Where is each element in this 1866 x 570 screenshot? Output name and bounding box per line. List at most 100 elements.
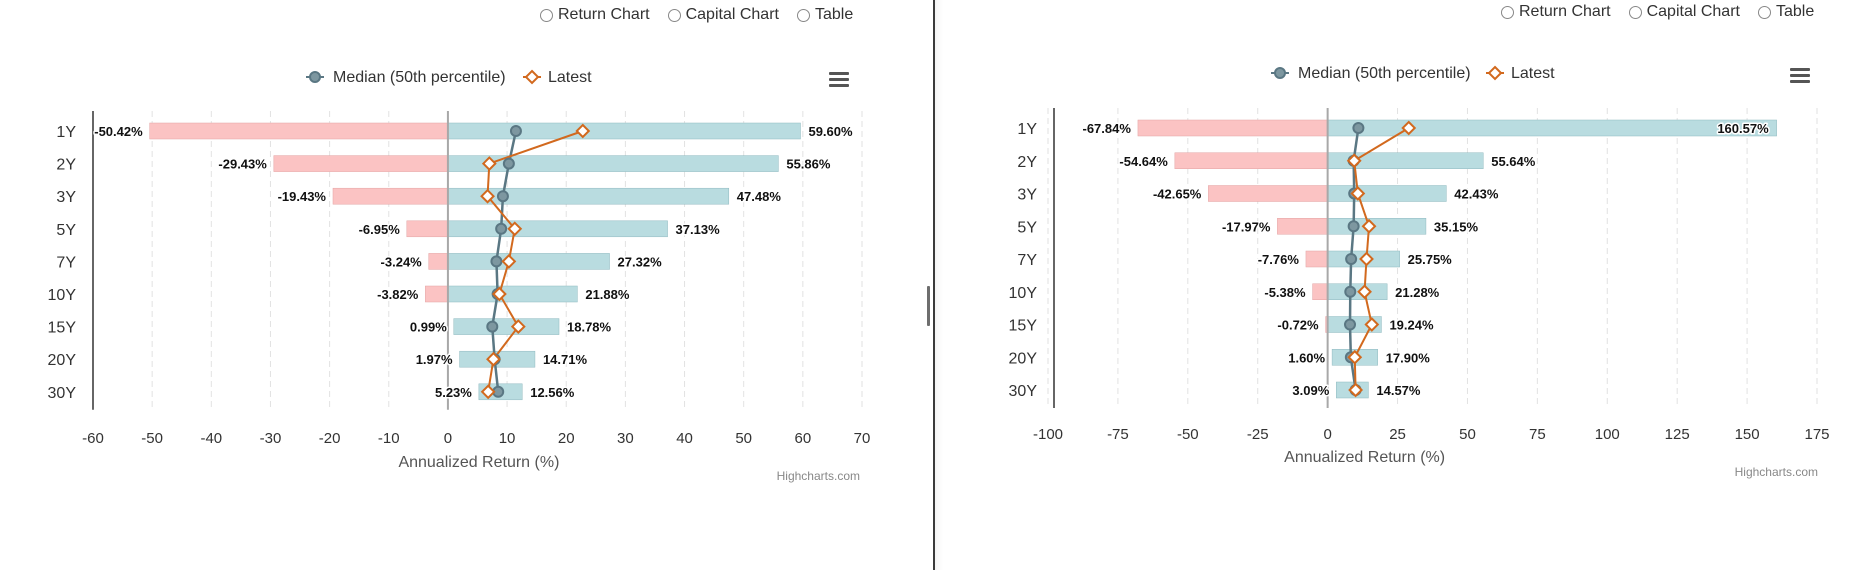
median-point: [495, 222, 508, 235]
x-tick-label: 175: [1804, 426, 1829, 443]
negative-range-bar: [1208, 185, 1328, 202]
latest-point: [1359, 251, 1374, 267]
negative-range-bar: [406, 220, 449, 238]
menu-icon-bar: [1790, 80, 1810, 83]
min-data-label: 1.97%: [416, 352, 453, 367]
latest-point: [507, 221, 523, 237]
latest-point: [575, 123, 591, 139]
median-point: [502, 157, 515, 170]
max-data-label: 21.28%: [1395, 285, 1440, 300]
menu-icon-bar: [829, 84, 849, 87]
menu-icon-bar: [1790, 68, 1810, 71]
median-point: [1344, 318, 1357, 331]
return-chart-label: Return Chart: [1519, 3, 1611, 20]
x-tick-label: 100: [1595, 426, 1620, 443]
chart-view-radio-group: Return Chart Capital Chart Table: [1501, 3, 1814, 21]
max-data-label: 14.71%: [543, 352, 588, 367]
split-divider[interactable]: [933, 0, 943, 570]
x-tick-label: 0: [444, 430, 452, 447]
chart-menu-icon[interactable]: [1790, 68, 1810, 83]
x-tick-label: -60: [82, 430, 104, 447]
positive-range-bar: [1327, 119, 1777, 137]
return-chart-label: Return Chart: [558, 6, 650, 23]
category-label: 10Y: [1009, 285, 1038, 302]
min-data-label: -17.97%: [1222, 219, 1271, 234]
max-data-label: 18.78%: [567, 320, 612, 335]
capital-chart-radio[interactable]: Capital Chart: [667, 6, 779, 24]
radio-unselected-icon: [1628, 5, 1642, 19]
x-tick-label: 20: [558, 430, 575, 447]
max-data-label: 19.24%: [1389, 318, 1434, 333]
x-tick-label: 70: [854, 430, 871, 447]
positive-range-bar: [447, 155, 779, 172]
x-tick-label: -10: [378, 430, 400, 447]
return-chart-radio[interactable]: Return Chart: [540, 6, 650, 24]
negative-range-bar: [332, 187, 449, 205]
radio-unselected-icon: [667, 8, 681, 22]
x-axis-title: Annualized Return (%): [1284, 449, 1445, 466]
x-tick-label: 25: [1389, 426, 1406, 443]
negative-range-bar: [1277, 218, 1328, 235]
x-tick-label: 75: [1529, 426, 1546, 443]
min-data-label: 1.60%: [1288, 350, 1325, 365]
category-label: 5Y: [1017, 219, 1037, 236]
category-label: 15Y: [1009, 318, 1038, 335]
latest-point: [1364, 317, 1380, 332]
range-chart-right: Median (50th percentile) Latest -100 -75 -50…: [1009, 65, 1830, 479]
legend-latest-marker: [524, 69, 540, 85]
table-label: Table: [814, 6, 854, 23]
max-data-label: 21.88%: [585, 287, 630, 302]
max-data-label: 59.60%: [808, 124, 853, 139]
category-label: 1Y: [1017, 121, 1037, 138]
category-label: 7Y: [1017, 252, 1037, 269]
capital-chart-radio[interactable]: Capital Chart: [1628, 3, 1740, 21]
positive-range-bar: [447, 285, 578, 303]
positive-range-bar: [447, 253, 610, 270]
x-tick-label: 40: [676, 430, 693, 447]
median-point: [490, 255, 503, 268]
x-tick-label: -75: [1107, 426, 1129, 443]
category-label: 3Y: [1017, 187, 1037, 204]
positive-range-bar: [1327, 185, 1447, 202]
min-data-label: -54.64%: [1119, 154, 1168, 169]
max-data-label: 14.57%: [1376, 383, 1421, 398]
max-data-label: 55.64%: [1491, 154, 1536, 169]
latest-point: [510, 319, 526, 335]
max-data-label: 42.43%: [1454, 187, 1499, 202]
category-label: 7Y: [56, 254, 76, 271]
negative-range-bar: [273, 155, 449, 172]
table-radio[interactable]: Table: [796, 6, 854, 24]
min-data-label: -5.38%: [1264, 285, 1306, 300]
max-data-label: 12.56%: [530, 385, 575, 400]
max-data-label: 55.86%: [786, 157, 831, 172]
min-data-label: -50.42%: [94, 124, 143, 139]
chart-view-radio-group: Return Chart Capital Chart Table: [540, 6, 853, 24]
splitter-grip-handle[interactable]: [927, 286, 930, 326]
latest-point: [1348, 382, 1364, 398]
x-tick-label: 50: [735, 430, 752, 447]
x-tick-label: -100: [1033, 426, 1063, 443]
negative-range-bar: [1312, 283, 1328, 300]
category-label: 15Y: [48, 320, 77, 337]
chart-menu-icon[interactable]: [829, 72, 849, 87]
min-data-label: -19.43%: [278, 189, 327, 204]
min-data-label: 3.09%: [1292, 383, 1329, 398]
max-data-label: 37.13%: [676, 222, 721, 237]
category-label: 1Y: [56, 124, 76, 141]
max-data-label: 160.57%: [1717, 121, 1769, 136]
max-data-label: 17.90%: [1386, 350, 1431, 365]
median-point: [486, 320, 499, 333]
x-tick-label: -40: [200, 430, 222, 447]
latest-point: [491, 286, 507, 302]
x-axis-title: Annualized Return (%): [398, 454, 559, 471]
menu-icon-bar: [1790, 74, 1810, 77]
return-chart-radio[interactable]: Return Chart: [1501, 3, 1611, 21]
x-tick-label: 50: [1459, 426, 1476, 443]
category-label: 10Y: [48, 287, 77, 304]
radio-unselected-icon: [796, 8, 810, 22]
max-data-label: 35.15%: [1434, 219, 1479, 234]
table-radio[interactable]: Table: [1757, 3, 1814, 21]
category-label: 20Y: [48, 352, 77, 369]
legend-latest-label: Latest: [548, 69, 592, 86]
right-chart-pane: Return Chart Capital Chart Table Median …: [943, 0, 1866, 570]
